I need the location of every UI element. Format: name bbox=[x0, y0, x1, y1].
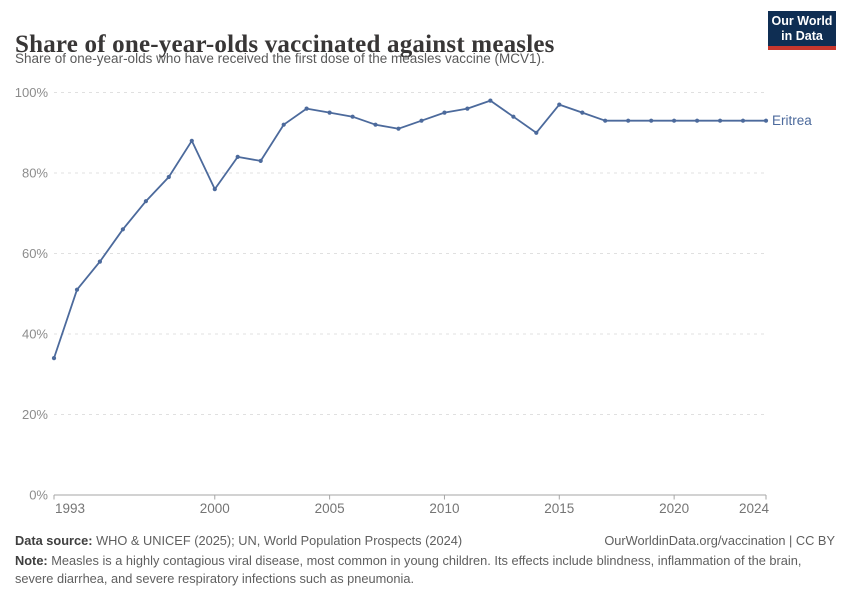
data-point-2014[interactable] bbox=[534, 130, 539, 135]
data-point-2015[interactable] bbox=[557, 102, 562, 107]
chart-subtitle: Share of one-year-olds who have received… bbox=[15, 51, 545, 66]
x-tick-label-2010: 2010 bbox=[429, 501, 459, 516]
data-point-2008[interactable] bbox=[396, 126, 401, 131]
y-tick-label-80%: 80% bbox=[22, 166, 48, 181]
data-point-1996[interactable] bbox=[120, 227, 125, 232]
x-tick-label-2005: 2005 bbox=[315, 501, 345, 516]
data-point-2012[interactable] bbox=[488, 98, 493, 103]
page-title: Share of one-year-olds vaccinated agains… bbox=[15, 30, 555, 58]
data-point-2006[interactable] bbox=[350, 114, 355, 119]
y-tick-label-100%: 100% bbox=[15, 85, 49, 100]
x-tick-label-2000: 2000 bbox=[200, 501, 230, 516]
data-point-1999[interactable] bbox=[189, 138, 194, 143]
data-point-2024[interactable] bbox=[763, 118, 769, 123]
data-point-2003[interactable] bbox=[281, 122, 286, 127]
y-tick-label-20%: 20% bbox=[22, 407, 48, 422]
series-end-label[interactable]: Eritrea bbox=[772, 113, 812, 128]
data-point-2010[interactable] bbox=[442, 110, 447, 115]
y-tick-label-60%: 60% bbox=[22, 246, 48, 261]
x-tick-label-2024: 2024 bbox=[739, 501, 770, 516]
data-point-2007[interactable] bbox=[373, 122, 378, 127]
x-tick-label-1993: 1993 bbox=[55, 501, 85, 516]
data-source-value: WHO & UNICEF (2025); UN, World Populatio… bbox=[92, 533, 463, 548]
data-source-label: Data source: bbox=[15, 533, 93, 548]
y-tick-label-0%: 0% bbox=[29, 488, 48, 503]
data-point-2002[interactable] bbox=[258, 158, 263, 163]
data-point-1997[interactable] bbox=[143, 199, 148, 204]
data-point-2001[interactable] bbox=[235, 154, 240, 159]
data-point-2019[interactable] bbox=[649, 118, 654, 123]
owid-logo-text-line2: in Data bbox=[781, 28, 823, 43]
data-point-1993[interactable] bbox=[51, 356, 57, 361]
data-source-text: Data source: WHO & UNICEF (2025); UN, Wo… bbox=[15, 533, 462, 548]
data-point-2016[interactable] bbox=[580, 110, 585, 115]
note-label: Note: bbox=[15, 553, 48, 568]
data-point-1995[interactable] bbox=[97, 259, 102, 264]
data-point-2013[interactable] bbox=[511, 114, 516, 119]
data-point-2009[interactable] bbox=[419, 118, 424, 123]
data-point-2020[interactable] bbox=[672, 118, 677, 123]
data-point-1998[interactable] bbox=[166, 174, 171, 180]
note-text: Measles is a highly contagious viral dis… bbox=[15, 553, 802, 586]
data-point-2000[interactable] bbox=[212, 187, 217, 192]
data-point-2004[interactable] bbox=[304, 106, 309, 111]
data-point-2005[interactable] bbox=[327, 110, 332, 115]
owid-logo[interactable]: Our World in Data bbox=[768, 11, 836, 50]
chart-footer: Data source: WHO & UNICEF (2025); UN, Wo… bbox=[15, 533, 835, 548]
y-tick-label-40%: 40% bbox=[22, 327, 48, 342]
data-point-2017[interactable] bbox=[603, 118, 608, 123]
x-tick-label-2015: 2015 bbox=[544, 501, 574, 516]
data-point-1994[interactable] bbox=[74, 287, 80, 292]
data-point-2018[interactable] bbox=[626, 118, 631, 123]
chart-note: Note: Measles is a highly contagious vir… bbox=[15, 552, 815, 587]
data-point-2011[interactable] bbox=[465, 106, 470, 111]
series-line-eritrea[interactable] bbox=[53, 99, 767, 360]
data-point-2022[interactable] bbox=[718, 118, 723, 123]
data-point-2023[interactable] bbox=[740, 118, 746, 123]
data-point-2021[interactable] bbox=[695, 118, 700, 123]
owid-logo-text-line1: Our World bbox=[771, 13, 833, 28]
owid-license-link[interactable]: OurWorldinData.org/vaccination | CC BY bbox=[604, 533, 835, 548]
x-tick-label-2020: 2020 bbox=[659, 501, 689, 516]
